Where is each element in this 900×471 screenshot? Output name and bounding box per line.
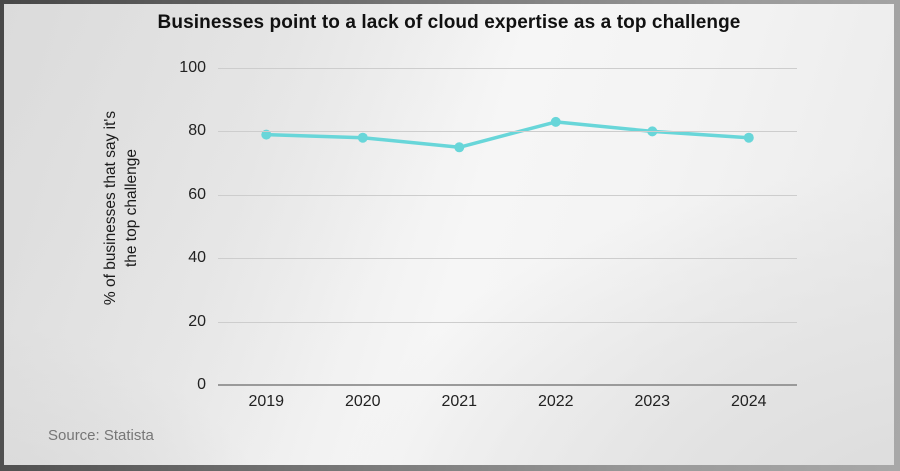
y-tick-label: 100 <box>179 59 206 76</box>
x-tick-label: 2023 <box>634 393 671 410</box>
x-tick-label: 2019 <box>248 393 285 410</box>
y-tick-label: 60 <box>188 185 206 203</box>
data-point-marker <box>743 132 754 143</box>
source-label: Source: Statista <box>48 427 154 444</box>
gridline <box>218 131 797 133</box>
gridline <box>218 68 797 69</box>
y-axis-title-line: the top challenge <box>123 148 140 268</box>
data-point-marker <box>550 116 561 127</box>
gridline <box>218 321 797 323</box>
chart-title: Businesses point to a lack of cloud expe… <box>157 12 741 33</box>
y-tick-label: 80 <box>188 122 206 140</box>
plot-area <box>218 68 797 386</box>
gridline <box>218 194 797 196</box>
x-axis-line <box>218 384 797 386</box>
data-point-marker <box>454 142 465 153</box>
gridline <box>218 258 797 260</box>
x-tick-label: 2020 <box>344 393 381 410</box>
y-axis-title-line: % of businesses that say it's <box>102 110 119 306</box>
chart-canvas: Businesses point to a lack of cloud expe… <box>4 4 894 465</box>
x-tick-label: 2024 <box>730 393 767 410</box>
x-tick-label: 2022 <box>537 393 574 410</box>
y-tick-label: 40 <box>188 249 206 267</box>
x-tick-label: 2021 <box>441 393 478 410</box>
y-axis-title: % of businesses that say it's the top ch… <box>100 38 142 378</box>
data-point-marker <box>357 132 368 143</box>
series-line <box>264 120 751 150</box>
y-tick-label: 20 <box>188 312 206 330</box>
line-series <box>261 116 754 153</box>
y-tick-label: 0 <box>197 376 206 393</box>
